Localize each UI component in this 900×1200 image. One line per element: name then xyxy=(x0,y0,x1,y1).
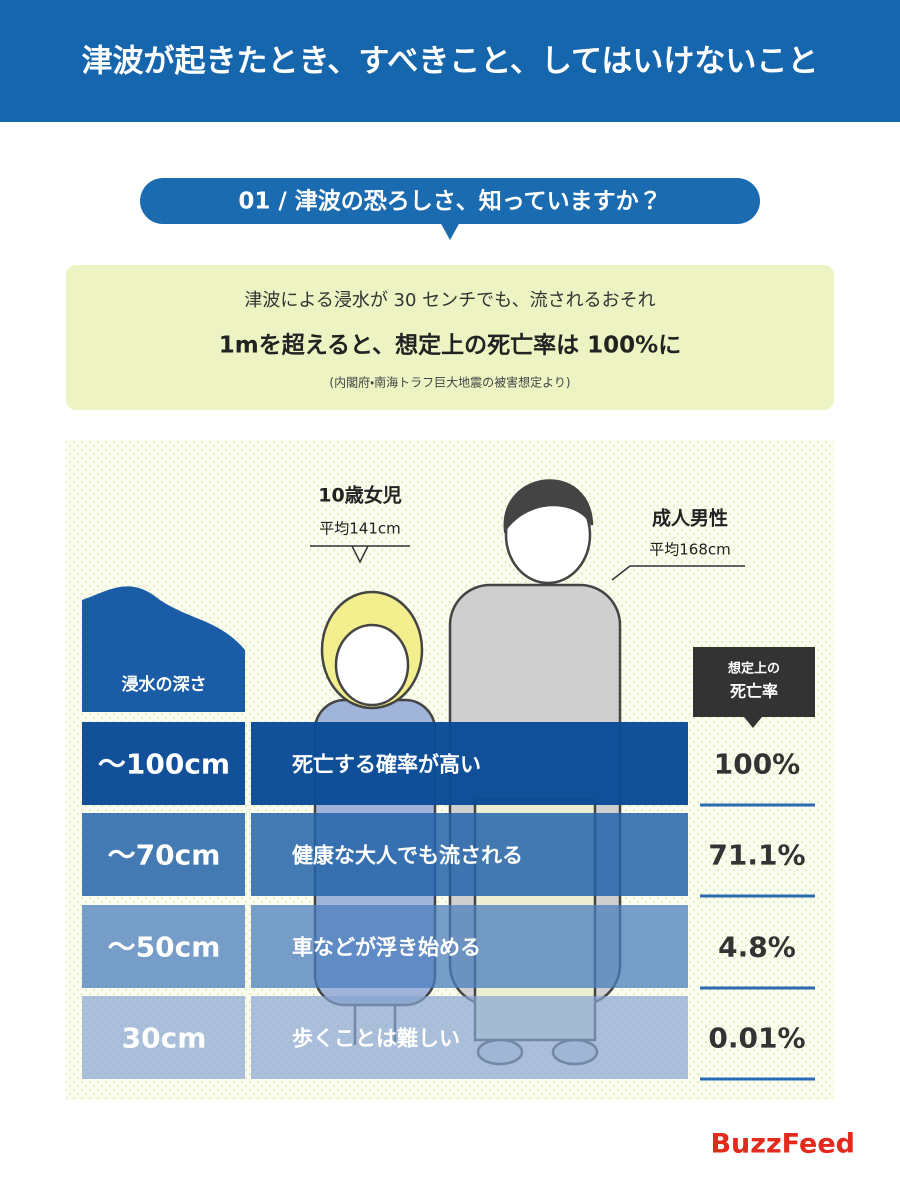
depth-label: 〜50cm xyxy=(108,931,221,964)
depth-cell xyxy=(82,905,245,988)
depth-label: 〜100cm xyxy=(98,748,230,781)
rate-header: 想定上の xyxy=(728,661,780,677)
header-title: 津波が起きたとき、すべきこと、してはいけないこと xyxy=(82,44,819,80)
description: 歩くことは難しい xyxy=(292,1027,460,1051)
description: 死亡する確率が高い xyxy=(291,753,481,777)
rate-header: 死亡率 xyxy=(729,682,778,701)
girl-label: 10歳女児 xyxy=(318,484,401,507)
notice-line: 津波による浸水が 30 センチでも、流されるおそれ xyxy=(244,290,655,311)
death-rate: 71.1% xyxy=(708,839,805,872)
depth-cell xyxy=(82,813,245,896)
description-cell xyxy=(251,722,688,805)
depth-label: 〜70cm xyxy=(108,839,221,872)
depth-header: 浸水の深さ xyxy=(122,674,207,695)
notice-emphasis: 1mを超えると、想定上の死亡率は 100%に xyxy=(219,333,681,359)
death-rate: 4.8% xyxy=(718,931,796,964)
description-cell xyxy=(251,813,688,896)
rate-header-box xyxy=(693,647,815,717)
section-label: 01 / 津波の恐ろしさ、知っていますか？ xyxy=(238,188,661,215)
section-pill xyxy=(140,178,760,224)
description-cell xyxy=(251,996,688,1079)
depth-cell xyxy=(82,996,245,1079)
notice-box xyxy=(66,265,834,410)
wave xyxy=(82,586,245,712)
death-rate: 0.01% xyxy=(708,1022,805,1055)
header-band xyxy=(0,0,900,122)
notice-source: (内閣府・南海トラフ巨大地震の被害想定より) xyxy=(329,375,570,390)
description-cell xyxy=(251,905,688,988)
pill-pointer xyxy=(440,222,460,240)
girl-bubble xyxy=(310,545,410,564)
girl-height: 平均141cm xyxy=(319,520,401,538)
depth-cell xyxy=(82,722,245,805)
depth-label: 30cm xyxy=(122,1022,207,1055)
rate-header-pointer xyxy=(744,717,762,728)
man-bubble xyxy=(611,565,745,581)
man-height: 平均168cm xyxy=(649,541,731,559)
man-label: 成人男性 xyxy=(652,507,728,530)
description: 車などが浮き始める xyxy=(292,936,481,960)
description: 健康な大人でも流される xyxy=(291,844,523,868)
death-rate: 100% xyxy=(714,748,801,781)
depth-table: 〜100cm 死亡する確率が高い 100% 〜70cm 健康な大人でも流される 71.1%… xyxy=(82,722,815,1081)
brand-logo: BuzzFeed xyxy=(710,1129,855,1160)
